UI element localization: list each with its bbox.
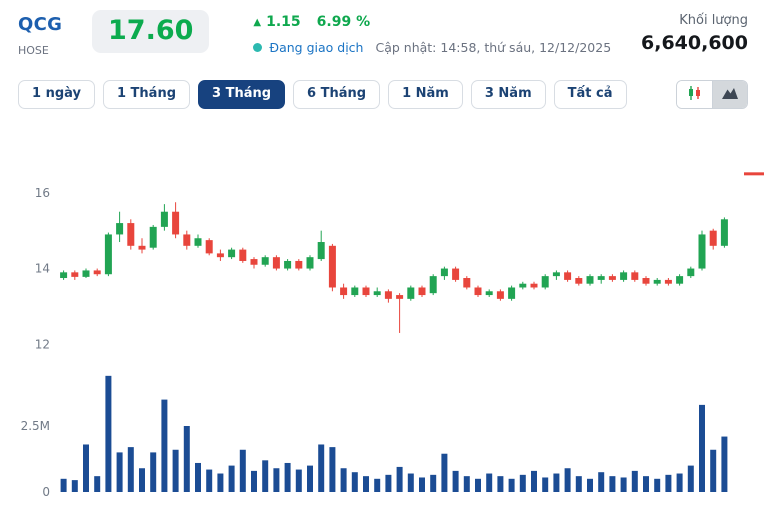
- svg-text:14: 14: [35, 262, 50, 276]
- last-updated: Cập nhật: 14:58, thứ sáu, 12/12/2025: [375, 40, 612, 55]
- chart-type-toggle: [676, 80, 748, 109]
- tab-1-ngay[interactable]: 1 ngày: [18, 80, 95, 109]
- volume-label: Khối lượng: [679, 13, 748, 28]
- svg-text:0: 0: [42, 485, 50, 499]
- ticker-symbol: QCG: [18, 14, 63, 35]
- area-chart-icon: [721, 84, 739, 105]
- tab-6-thang[interactable]: 6 Tháng: [293, 80, 381, 109]
- tab-tat-ca[interactable]: Tất cả: [553, 80, 627, 109]
- svg-text:2.5M: 2.5M: [21, 419, 50, 433]
- timeframe-tabbar: 1 ngày 1 Tháng 3 Tháng 6 Tháng 1 Năm 3 N…: [0, 74, 766, 113]
- up-arrow-icon: ▲: [253, 16, 262, 28]
- trading-status-dot-icon: [253, 43, 263, 52]
- tab-1-thang[interactable]: 1 Tháng: [102, 80, 191, 109]
- volume-value: 6,640,600: [641, 32, 748, 54]
- area-view-button[interactable]: [712, 81, 747, 108]
- candlestick-view-button[interactable]: [677, 81, 712, 108]
- tab-3-thang[interactable]: 3 Tháng: [198, 80, 286, 109]
- tab-1-nam[interactable]: 1 Năm: [388, 80, 463, 109]
- exchange-label: HOSE: [18, 44, 49, 57]
- chart-canvas[interactable]: 16 14 12 2.5M 0: [0, 115, 766, 507]
- stock-header: QCG HOSE 17.60 ▲ 1.15 6.99 % Đang giao d…: [0, 0, 766, 74]
- tab-3-nam[interactable]: 3 Năm: [470, 80, 546, 109]
- price-volume-chart[interactable]: 16 14 12 2.5M 0: [0, 115, 766, 507]
- candlestick-chart-icon: [686, 84, 704, 105]
- svg-text:12: 12: [35, 337, 50, 351]
- price-change: 1.15: [266, 14, 301, 30]
- price-change-percent: 6.99 %: [316, 14, 371, 30]
- current-price: 17.60: [108, 15, 194, 46]
- price-box: 17.60: [92, 10, 210, 53]
- svg-text:16: 16: [35, 186, 50, 200]
- trading-status: Đang giao dịch: [269, 40, 364, 55]
